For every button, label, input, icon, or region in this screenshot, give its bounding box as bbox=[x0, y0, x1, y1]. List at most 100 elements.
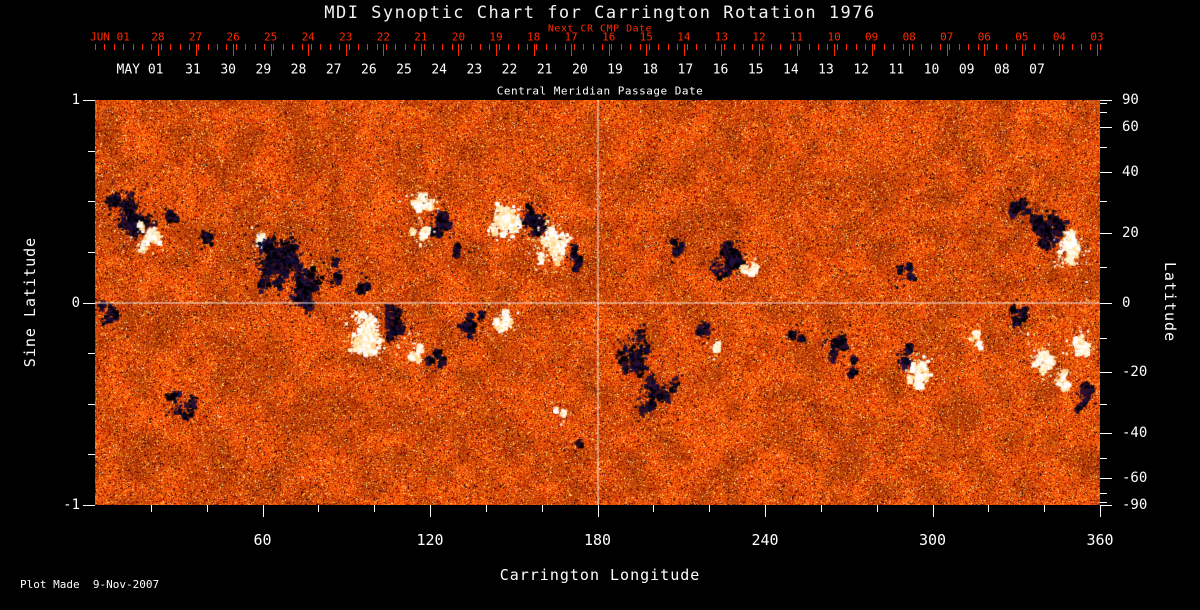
next-cr-day-label: 24 bbox=[301, 30, 315, 44]
next-cr-minor-tick bbox=[855, 44, 857, 50]
x-major-tick bbox=[932, 505, 934, 517]
cmp-day-label: 26 bbox=[361, 62, 377, 78]
next-cr-minor-tick bbox=[292, 44, 294, 50]
cmp-day-label: 19 bbox=[607, 62, 623, 78]
next-cr-minor-tick bbox=[282, 44, 284, 50]
next-cr-minor-tick bbox=[611, 44, 613, 50]
next-cr-minor-tick bbox=[498, 44, 500, 50]
x-minor-tick bbox=[318, 505, 320, 512]
x-minor-tick bbox=[206, 505, 208, 512]
x-minor-tick bbox=[876, 505, 878, 512]
x-axis-title: Carrington Longitude bbox=[499, 566, 701, 584]
next-cr-minor-tick bbox=[987, 44, 989, 50]
next-cr-minor-tick bbox=[555, 44, 557, 50]
cmp-day-label: 11 bbox=[888, 62, 905, 78]
lat-tick-label: 20 bbox=[1122, 225, 1139, 242]
lat-tick-label: -40 bbox=[1122, 424, 1148, 441]
next-cr-minor-tick bbox=[742, 44, 744, 50]
x-minor-tick bbox=[988, 505, 990, 512]
next-cr-major-tick bbox=[383, 44, 385, 56]
next-cr-minor-tick bbox=[123, 44, 125, 50]
next-cr-minor-tick bbox=[695, 44, 697, 50]
lat-minor-tick bbox=[1100, 337, 1107, 339]
next-cr-minor-tick bbox=[310, 44, 312, 50]
next-cr-day-label: 11 bbox=[789, 30, 804, 44]
x-minor-tick bbox=[150, 505, 152, 512]
x-minor-tick bbox=[374, 505, 376, 512]
sine-lat-tick-label: -1 bbox=[63, 497, 80, 513]
next-cr-minor-tick bbox=[1071, 44, 1073, 50]
cmp-day-label: 22 bbox=[501, 62, 518, 78]
next-cr-minor-tick bbox=[151, 44, 153, 50]
next-cr-minor-tick bbox=[1099, 44, 1101, 50]
next-cr-day-label: 21 bbox=[414, 30, 428, 44]
next-cr-minor-tick bbox=[761, 44, 763, 50]
next-cr-day-label: 19 bbox=[489, 30, 503, 44]
sine-lat-major-tick bbox=[83, 302, 95, 304]
next-cr-minor-tick bbox=[1024, 44, 1026, 50]
x-major-tick bbox=[597, 505, 599, 517]
next-cr-minor-tick bbox=[724, 44, 726, 50]
lat-minor-tick bbox=[1100, 501, 1107, 503]
next-cr-minor-tick bbox=[686, 44, 688, 50]
cmp-day-label: 28 bbox=[290, 62, 307, 78]
next-cr-minor-tick bbox=[1062, 44, 1064, 50]
next-cr-minor-tick bbox=[789, 44, 791, 50]
next-cr-day-label: 22 bbox=[376, 30, 390, 44]
next-cr-day-label: 28 bbox=[151, 30, 165, 44]
next-cr-minor-tick bbox=[245, 44, 247, 50]
next-cr-day-label: 08 bbox=[902, 30, 916, 44]
cmp-day-label: 18 bbox=[642, 62, 658, 78]
next-cr-major-tick bbox=[533, 44, 535, 56]
next-cr-minor-tick bbox=[179, 44, 181, 50]
next-cr-minor-tick bbox=[564, 44, 566, 50]
next-cr-major-tick bbox=[834, 44, 836, 56]
left-y-axis-title: Sine Latitude bbox=[21, 236, 39, 368]
next-cr-minor-tick bbox=[320, 44, 322, 50]
next-cr-minor-tick bbox=[808, 44, 810, 50]
sine-lat-minor-tick bbox=[88, 403, 95, 405]
next-cr-minor-tick bbox=[264, 44, 266, 50]
lat-major-tick bbox=[1100, 371, 1112, 373]
x-minor-tick bbox=[653, 505, 655, 512]
lat-major-tick bbox=[1100, 477, 1112, 479]
next-cr-minor-tick bbox=[508, 44, 510, 50]
next-cr-minor-tick bbox=[1005, 44, 1007, 50]
lat-major-tick bbox=[1100, 432, 1112, 434]
next-cr-minor-tick bbox=[752, 44, 754, 50]
lat-minor-tick bbox=[1100, 201, 1107, 203]
next-cr-minor-tick bbox=[846, 44, 848, 50]
next-cr-major-tick bbox=[1021, 44, 1023, 56]
cmp-day-label: 15 bbox=[747, 62, 764, 78]
cmp-first-date-label: MAY 01 bbox=[116, 62, 164, 78]
cmp-day-label: 12 bbox=[853, 62, 869, 78]
sine-lat-major-tick bbox=[83, 505, 95, 506]
right-y-axis-title: Latitude bbox=[1161, 261, 1179, 343]
next-cr-major-tick bbox=[909, 44, 911, 56]
next-cr-major-tick bbox=[683, 44, 685, 56]
next-cr-minor-tick bbox=[1034, 44, 1035, 50]
lat-tick-label: -90 bbox=[1122, 497, 1148, 513]
next-cr-minor-tick bbox=[864, 44, 866, 50]
x-minor-tick bbox=[541, 505, 543, 512]
next-cr-minor-tick bbox=[592, 44, 594, 50]
next-cr-minor-tick bbox=[883, 44, 885, 50]
x-minor-tick bbox=[485, 505, 487, 512]
next-cr-minor-tick bbox=[1052, 44, 1054, 50]
next-cr-major-tick bbox=[646, 44, 648, 56]
sine-lat-minor-tick bbox=[88, 251, 95, 253]
x-tick-label: 360 bbox=[1086, 531, 1114, 549]
next-cr-minor-tick bbox=[639, 44, 641, 50]
next-cr-minor-tick bbox=[573, 44, 575, 50]
next-cr-day-label: 14 bbox=[677, 30, 691, 44]
next-cr-minor-tick bbox=[132, 44, 134, 50]
sine-lat-minor-tick bbox=[88, 353, 95, 355]
next-cr-minor-tick bbox=[442, 44, 444, 50]
next-cr-minor-tick bbox=[771, 44, 773, 50]
lat-major-tick bbox=[1100, 505, 1112, 506]
next-cr-minor-tick bbox=[827, 44, 829, 50]
cmp-day-label: 20 bbox=[572, 62, 588, 78]
next-cr-axis-title: Next CR CMP Date bbox=[547, 23, 653, 35]
next-cr-minor-tick bbox=[329, 44, 331, 50]
next-cr-day-label: 07 bbox=[940, 30, 954, 44]
